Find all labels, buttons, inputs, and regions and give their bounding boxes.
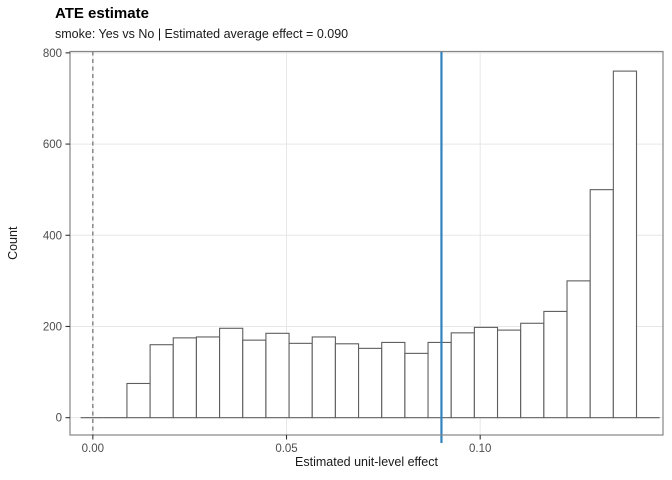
histogram-bar (381, 341, 406, 419)
chart-subtitle: smoke: Yes vs No | Estimated average eff… (55, 27, 349, 41)
histogram-bar (358, 347, 383, 419)
histogram-bar (334, 343, 360, 419)
y-tick-label: 600 (43, 139, 62, 151)
x-tick-label: 0.00 (82, 443, 104, 455)
y-tick-label: 800 (43, 48, 62, 60)
panel-border (69, 50, 664, 436)
histogram-bar (612, 70, 638, 419)
histogram-bar (288, 342, 313, 419)
histogram-bar (589, 189, 614, 419)
histogram-bar (172, 337, 197, 419)
histogram-bar (450, 332, 475, 419)
histogram-bar (242, 339, 267, 419)
histogram-bar (473, 326, 499, 419)
histogram-bar (496, 329, 522, 419)
x-axis-title: Estimated unit-level effect (295, 455, 438, 469)
histogram-bar (126, 382, 151, 419)
histogram-bar (427, 341, 452, 419)
histogram-bar (149, 344, 174, 419)
y-tick-label: 400 (43, 230, 62, 242)
y-axis-title: Count (6, 226, 20, 260)
histogram-bar (543, 310, 568, 419)
chart-title: ATE estimate (55, 5, 149, 22)
histogram-bar (265, 332, 290, 419)
y-tick-label: 0 (56, 413, 62, 425)
histogram-bar (311, 336, 336, 419)
histogram-bar (195, 336, 221, 419)
x-tick-label: 0.10 (469, 443, 491, 455)
histogram-bar (520, 322, 545, 419)
x-tick-label: 0.05 (275, 443, 297, 455)
histogram-bar (404, 352, 429, 419)
histogram-bar (566, 280, 591, 419)
histogram-bar (219, 327, 244, 419)
y-tick-label: 200 (43, 321, 62, 333)
